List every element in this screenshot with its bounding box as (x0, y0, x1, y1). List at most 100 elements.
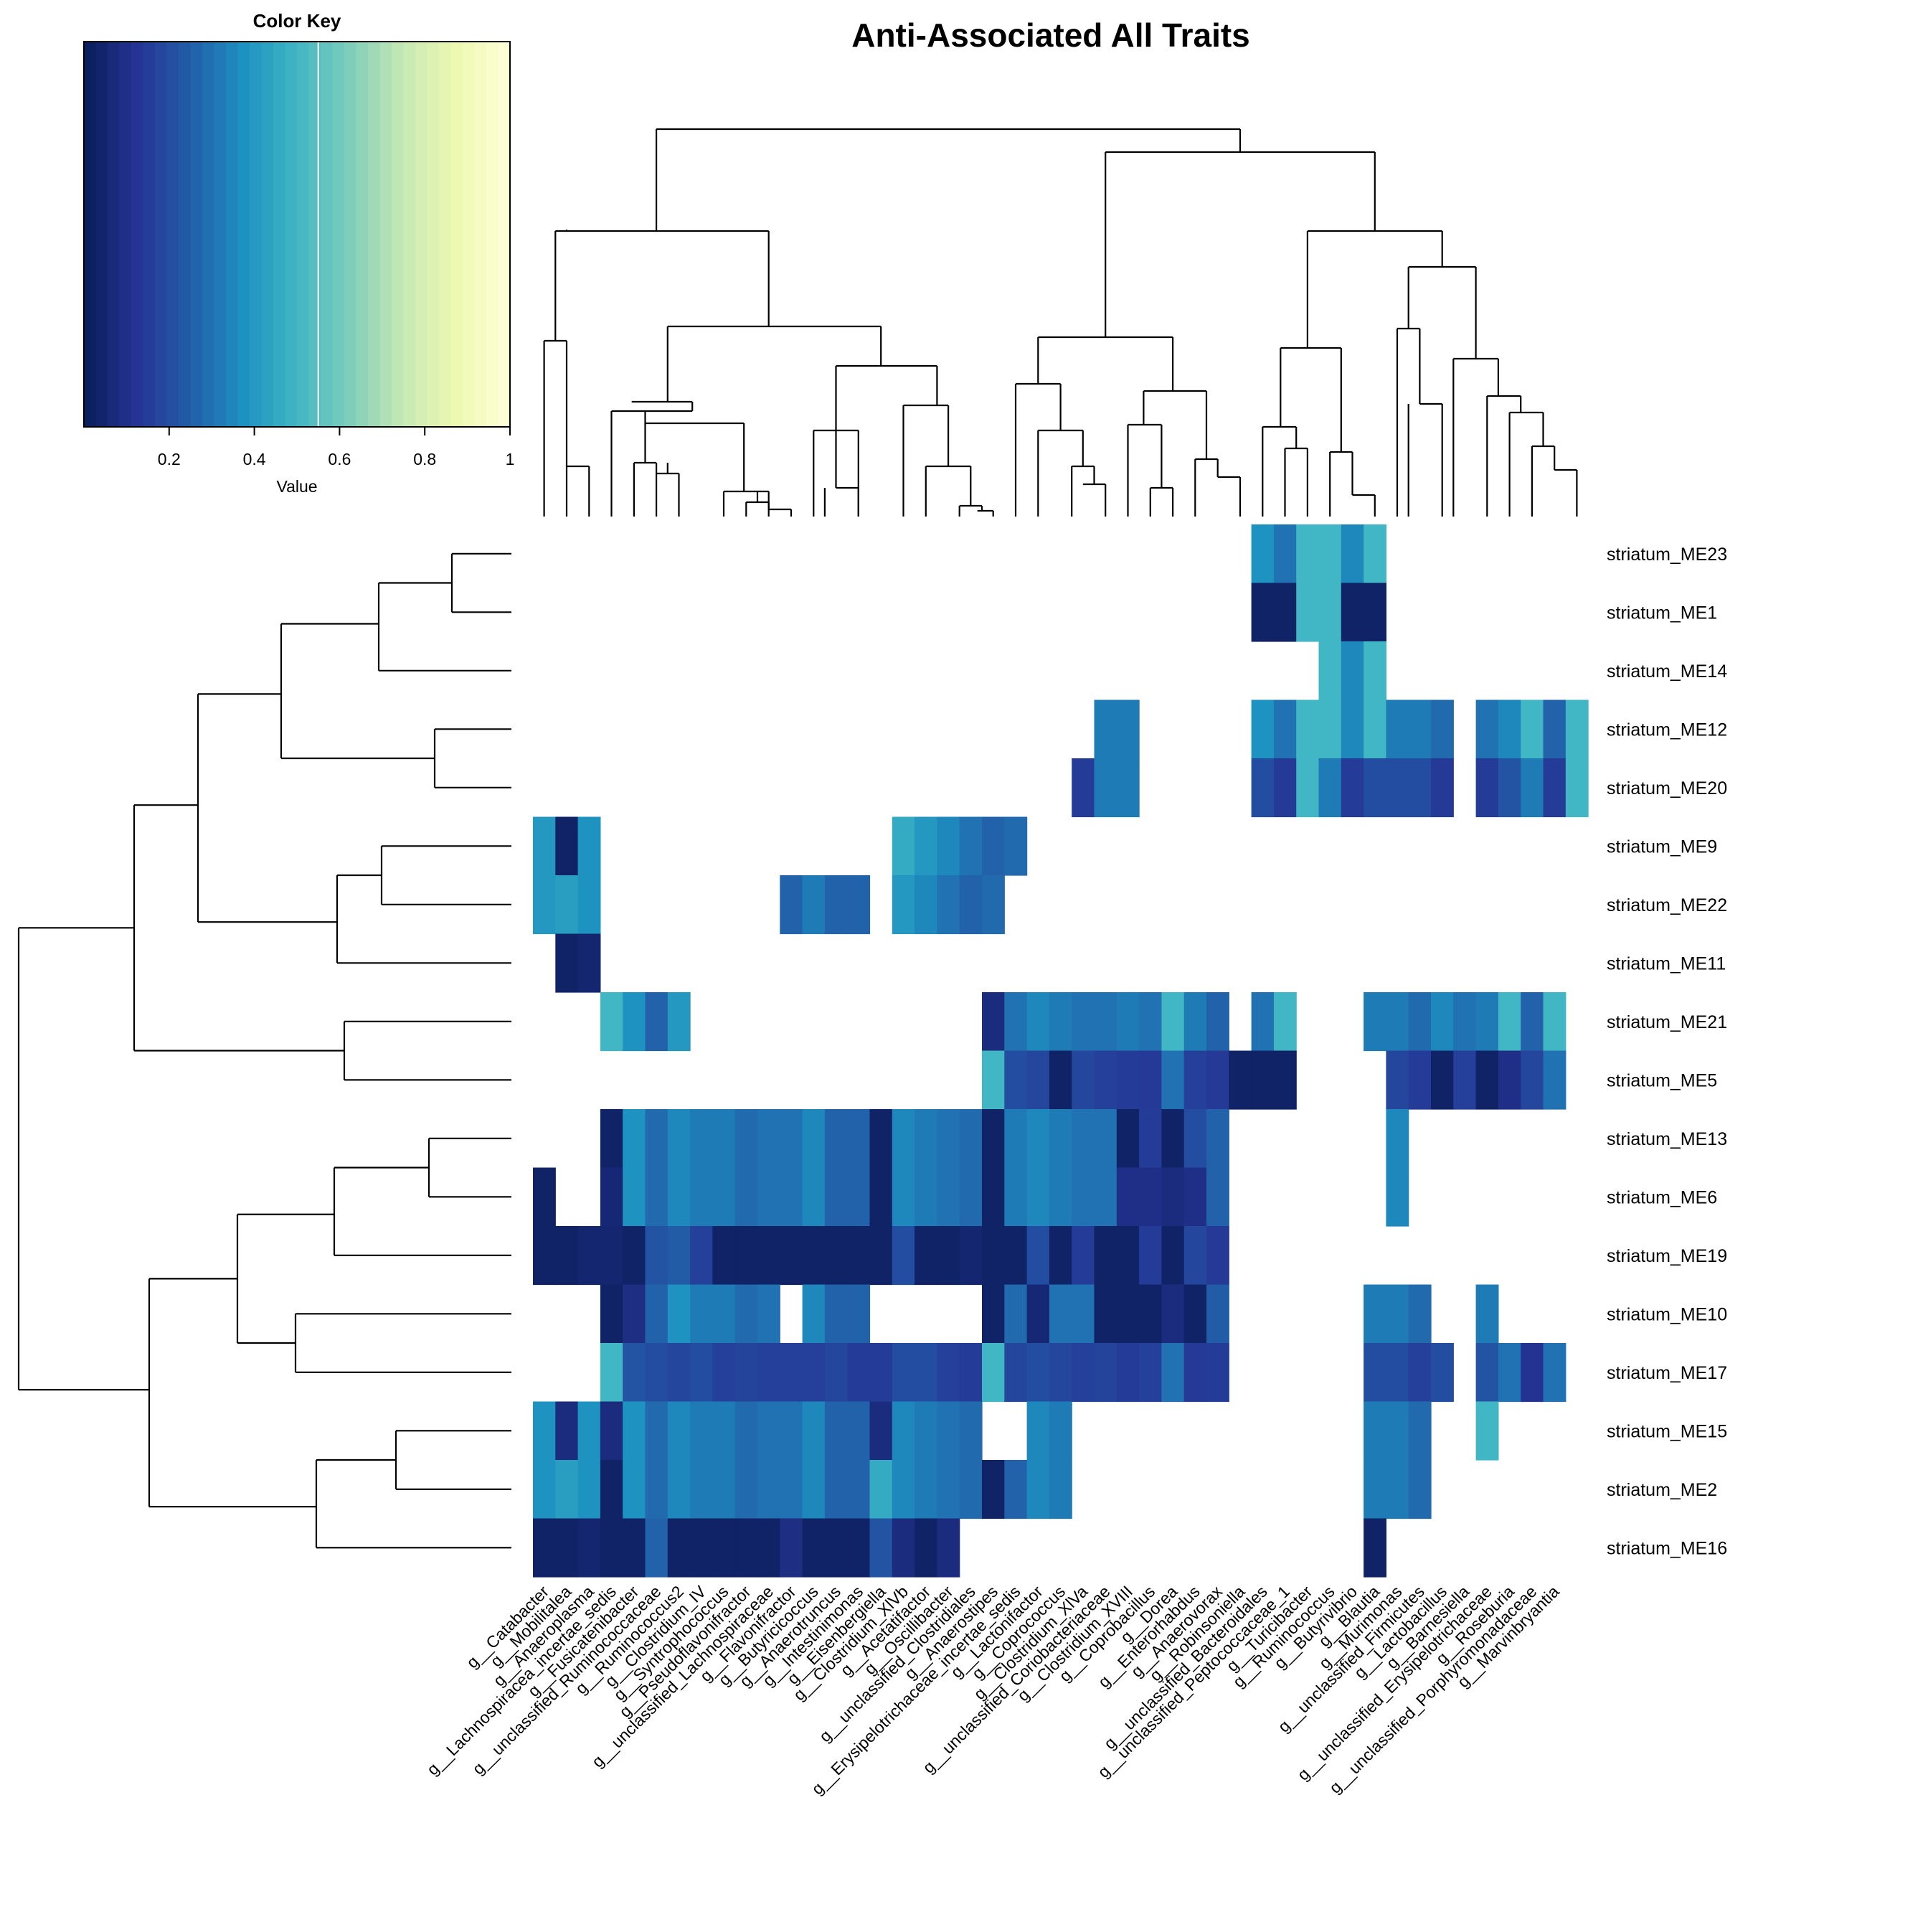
heatmap-cell (1004, 1226, 1028, 1286)
heatmap-cell (892, 875, 915, 935)
heatmap-cell (623, 1109, 646, 1169)
heatmap-cell (1049, 1226, 1072, 1286)
heatmap-cell (1026, 1109, 1050, 1169)
heatmap-cell (1183, 992, 1207, 1052)
heatmap-cell (1094, 1167, 1117, 1227)
heatmap-cell (959, 816, 983, 876)
heatmap-cell (1386, 1167, 1409, 1227)
heatmap-cell (847, 1460, 871, 1519)
heatmap-cell (690, 1284, 713, 1344)
heatmap-cell (1026, 1343, 1050, 1403)
heatmap-cell (1498, 699, 1521, 759)
heatmap-cell (1206, 1167, 1229, 1227)
heatmap-cell (937, 1518, 960, 1578)
color-key-gradient (84, 42, 511, 427)
heatmap-cell (1004, 1050, 1028, 1110)
heatmap-cell (667, 1284, 691, 1344)
heatmap-cell (847, 1343, 871, 1403)
color-key-bin (285, 42, 298, 427)
color-key-bin (143, 42, 156, 427)
heatmap-cell (757, 1284, 780, 1344)
heatmap-cell (802, 1109, 826, 1169)
heatmap-cell (1273, 992, 1297, 1052)
color-key-ticks: 0.2 0.4 0.6 0.8 1 (158, 427, 514, 468)
heatmap-cell (824, 875, 848, 935)
heatmap-cell (937, 816, 960, 876)
heatmap-cell (1094, 1343, 1117, 1403)
heatmap-cell (1116, 699, 1140, 759)
heatmap-cell (645, 992, 668, 1052)
heatmap-cell (690, 1109, 713, 1169)
heatmap-cell (1521, 1050, 1544, 1110)
heatmap-cell (892, 1343, 915, 1403)
heatmap-cell (915, 875, 937, 935)
heatmap-cell (1004, 1167, 1028, 1227)
heatmap-cell (780, 1460, 803, 1519)
heatmap-cell (1386, 1460, 1409, 1519)
color-key-title: Color Key (253, 10, 341, 32)
heatmap-cell (1521, 758, 1544, 818)
heatmap-cell (1072, 1226, 1095, 1286)
heatmap-cell (1004, 1460, 1028, 1519)
heatmap-cell (734, 1226, 758, 1286)
heatmap-cell (1116, 758, 1140, 818)
heatmap-cell (1072, 1167, 1095, 1227)
heatmap-cell (757, 1460, 780, 1519)
heatmap-cell (869, 1343, 893, 1403)
heatmap-cell (667, 1226, 691, 1286)
heatmap-cell (824, 1343, 848, 1403)
heatmap-cell (1161, 1284, 1185, 1344)
heatmap-cell (667, 1343, 691, 1403)
heatmap-cell (1251, 1050, 1275, 1110)
heatmap-cell (1386, 1109, 1409, 1169)
heatmap-cell (1026, 1284, 1050, 1344)
heatmap-cell (1206, 1343, 1229, 1403)
heatmap-cell (1364, 1460, 1386, 1519)
row-label: striatum_ME1 (1607, 603, 1717, 623)
heatmap-cell (1273, 699, 1297, 759)
heatmap-cell (982, 1109, 1005, 1169)
heatmap-cell (1475, 1284, 1499, 1344)
heatmap-cell (1318, 699, 1342, 759)
heatmap-cell (1094, 1284, 1117, 1344)
color-key-bin (321, 42, 333, 427)
heatmap-cell (645, 1460, 668, 1519)
heatmap-cell (847, 1518, 871, 1578)
heatmap-cell (1475, 699, 1499, 759)
heatmap-cell (982, 875, 1005, 935)
row-label: striatum_ME20 (1607, 778, 1727, 798)
heatmap-cell (1341, 524, 1364, 584)
heatmap-cell (712, 1226, 736, 1286)
heatmap-cell (533, 1518, 556, 1578)
heatmap-cell (1116, 1167, 1140, 1227)
color-key-bin (202, 42, 214, 427)
heatmap-cell (712, 1460, 736, 1519)
heatmap-cell (1498, 758, 1521, 818)
heatmap-cell (1386, 1343, 1409, 1403)
row-label: striatum_ME2 (1607, 1480, 1717, 1500)
heatmap-cell (1116, 1226, 1140, 1286)
column-dendrogram (543, 128, 1578, 517)
chart-title: Anti-Associated All Traits (851, 17, 1250, 54)
heatmap-cell (1521, 699, 1544, 759)
color-key-bin (297, 42, 309, 427)
color-key: Color Key 0.2 0.4 0.6 0.8 1 Value (83, 10, 514, 496)
heatmap-cell (1049, 1460, 1072, 1519)
heatmap-cell (577, 1518, 601, 1578)
heatmap-cell (1408, 758, 1432, 818)
heatmap-cell (577, 1226, 601, 1286)
heatmap-cell (712, 1109, 736, 1169)
heatmap-cell (600, 1401, 623, 1461)
heatmap-cell (734, 1460, 758, 1519)
heatmap-cell (869, 1401, 893, 1461)
heatmap-cell (1161, 1109, 1185, 1169)
heatmap-cell (802, 1518, 826, 1578)
heatmap-cell (1049, 1109, 1072, 1169)
heatmap-cell (1183, 1109, 1207, 1169)
heatmap-cell (712, 1401, 736, 1461)
heatmap-cell (1116, 1109, 1140, 1169)
heatmap-cell (915, 1401, 937, 1461)
heatmap-cell (802, 1460, 826, 1519)
